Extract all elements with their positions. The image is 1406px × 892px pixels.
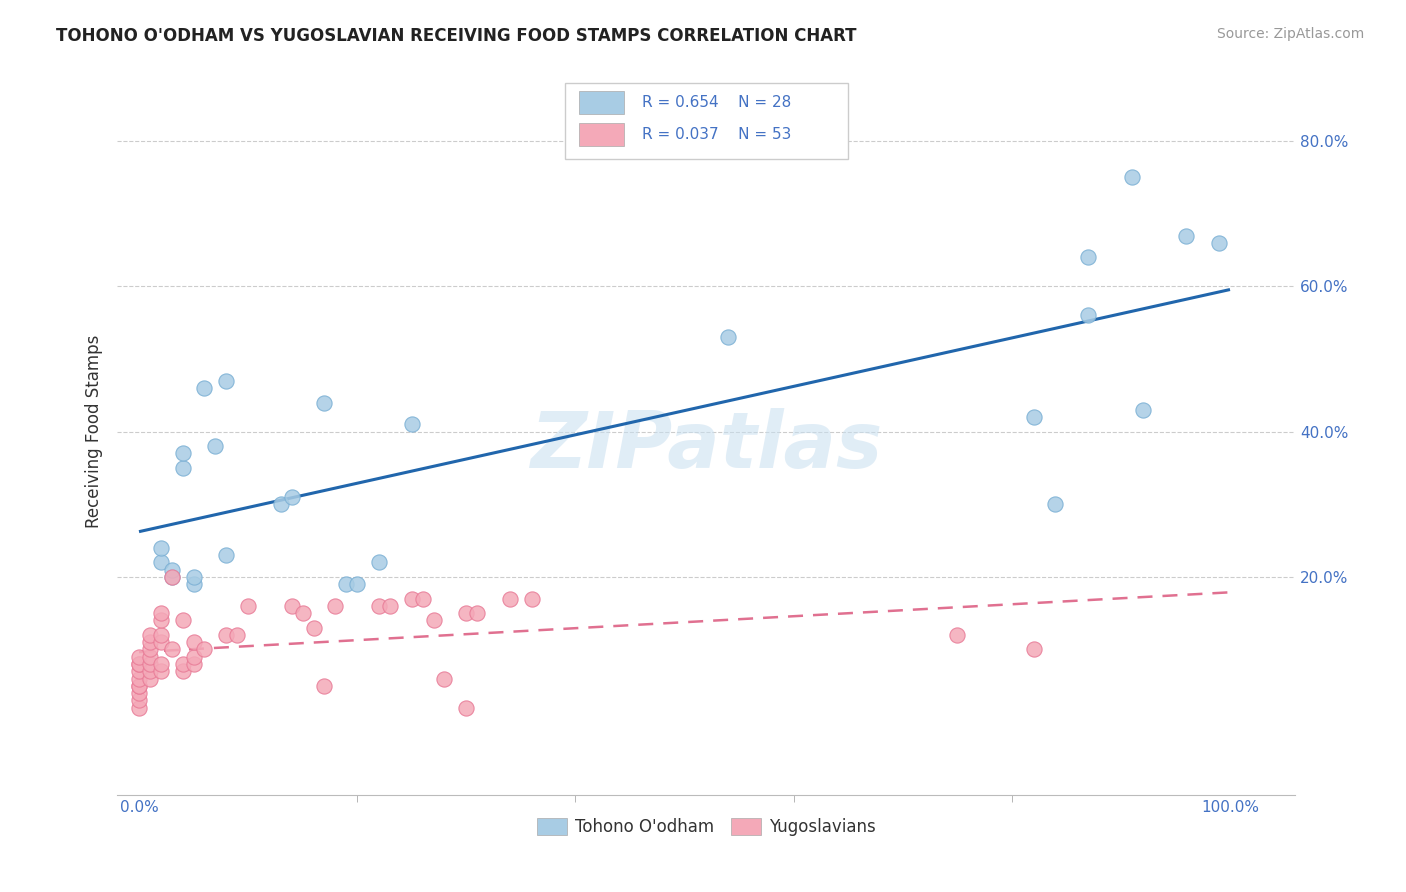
Point [314,395,336,409]
Point [1022,642,1045,657]
Point [139,657,162,671]
Point [412,591,434,606]
Point [128,679,150,693]
Point [128,679,150,693]
Point [946,628,969,642]
Point [160,570,183,584]
Point [422,614,444,628]
Point [368,555,391,569]
Text: ZIPatlas: ZIPatlas [530,409,883,484]
Point [499,591,522,606]
Point [128,657,150,671]
Point [1022,410,1045,425]
Point [346,577,368,591]
Point [183,570,205,584]
Point [172,446,194,460]
Point [128,672,150,686]
Point [128,686,150,700]
Bar [579,91,624,114]
Point [183,649,205,664]
Text: Source: ZipAtlas.com: Source: ZipAtlas.com [1216,27,1364,41]
Point [193,381,215,395]
Point [149,541,172,555]
Point [183,657,205,671]
Point [128,700,150,714]
Point [183,635,205,649]
Point [236,599,259,613]
Point [1077,309,1099,323]
Text: R = 0.654    N = 28: R = 0.654 N = 28 [641,95,790,110]
Point [139,635,162,649]
Point [204,439,226,453]
Point [401,591,423,606]
Point [172,665,194,679]
Point [139,649,162,664]
Point [520,591,543,606]
Point [456,606,478,620]
Point [128,693,150,707]
Point [1077,250,1099,264]
Point [1175,228,1198,243]
Point [149,555,172,569]
Point [717,330,740,344]
Point [335,577,357,591]
Point [149,628,172,642]
Point [302,621,325,635]
Point [281,490,304,504]
Point [193,642,215,657]
Point [149,606,172,620]
Point [456,700,478,714]
Point [1208,235,1230,250]
Point [1132,402,1154,417]
Point [149,665,172,679]
Point [183,577,205,591]
Point [128,657,150,671]
Y-axis label: Receiving Food Stamps: Receiving Food Stamps [86,334,103,528]
Point [160,642,183,657]
Legend: Tohono O'odham, Yugoslavians: Tohono O'odham, Yugoslavians [529,810,884,845]
Point [172,614,194,628]
Point [139,642,162,657]
Point [215,374,238,388]
Point [465,606,488,620]
Point [215,628,238,642]
Point [1121,170,1143,185]
Point [325,599,347,613]
Point [226,628,249,642]
Point [291,606,314,620]
Text: R = 0.037    N = 53: R = 0.037 N = 53 [641,127,792,142]
Bar [579,123,624,146]
Point [139,672,162,686]
Point [149,614,172,628]
Point [149,657,172,671]
Point [1045,497,1067,511]
Point [433,672,456,686]
Point [160,570,183,584]
Point [172,657,194,671]
Point [378,599,401,613]
Point [314,679,336,693]
Point [128,665,150,679]
Text: TOHONO O'ODHAM VS YUGOSLAVIAN RECEIVING FOOD STAMPS CORRELATION CHART: TOHONO O'ODHAM VS YUGOSLAVIAN RECEIVING … [56,27,856,45]
Point [215,548,238,562]
FancyBboxPatch shape [565,83,848,160]
Point [139,628,162,642]
Point [401,417,423,432]
Point [160,563,183,577]
Point [139,665,162,679]
Point [172,461,194,475]
Point [270,497,292,511]
Point [368,599,391,613]
Point [149,635,172,649]
Point [128,649,150,664]
Point [281,599,304,613]
